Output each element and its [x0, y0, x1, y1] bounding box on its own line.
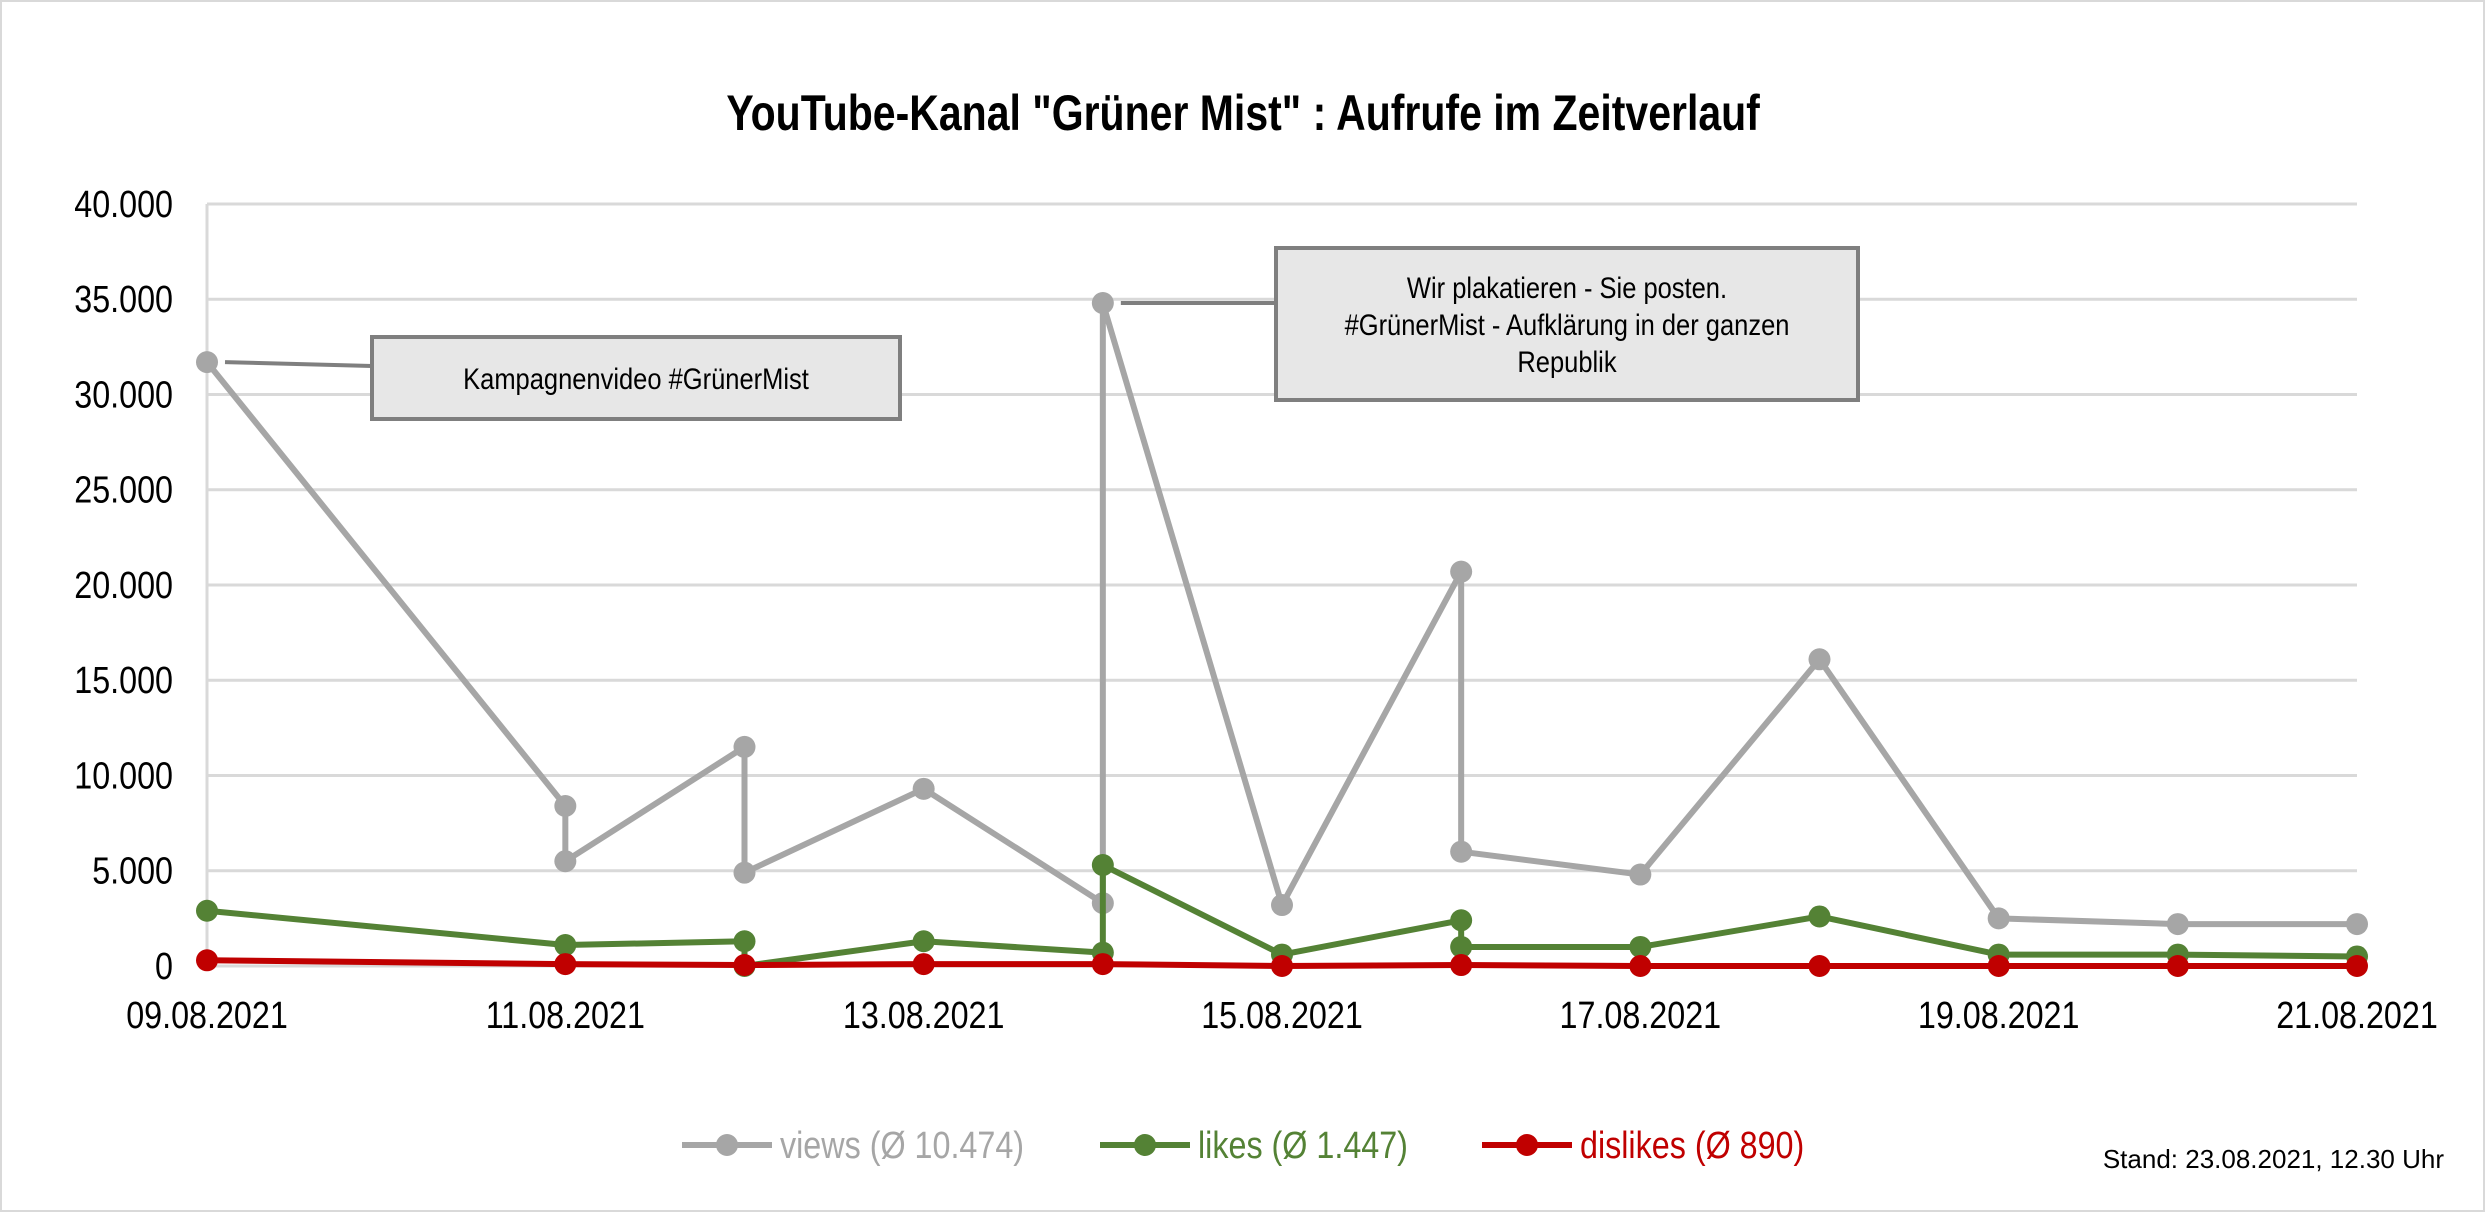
data-point — [733, 735, 756, 758]
callout-text: Wir plakatieren - Sie posten. — [1407, 271, 1727, 304]
y-tick-label: 20.000 — [74, 565, 173, 607]
y-tick-label: 15.000 — [74, 660, 173, 702]
legend-marker — [1134, 1134, 1156, 1156]
y-tick-label: 0 — [155, 946, 173, 988]
data-point — [1987, 955, 2010, 977]
y-tick-label: 5.000 — [92, 850, 173, 892]
series-2 — [196, 949, 2368, 977]
annotations: Kampagnenvideo #GrünerMist Wir plakatiere… — [224, 246, 1860, 421]
y-tick-label: 40.000 — [74, 184, 173, 226]
legend-label: likes (Ø 1.447) — [1198, 1125, 1408, 1167]
x-tick-label: 17.08.2021 — [1560, 995, 1722, 1037]
footnote-stand: Stand: 23.08.2021, 12.30 Uhr — [2103, 1144, 2444, 1174]
data-point — [2346, 955, 2368, 977]
y-tick-label: 35.000 — [74, 279, 173, 321]
series-layer — [196, 292, 2368, 977]
data-point — [196, 351, 218, 374]
callout-box — [1274, 246, 1860, 402]
data-point — [1450, 840, 1473, 863]
data-point — [2346, 913, 2368, 936]
legend-marker — [1516, 1134, 1538, 1156]
data-point — [554, 934, 577, 957]
data-point — [1091, 953, 1114, 976]
legend-item: views (Ø 10.474) — [682, 1125, 1024, 1167]
legend-item: likes (Ø 1.447) — [1100, 1125, 1408, 1167]
data-point — [1450, 909, 1473, 932]
data-point — [2166, 913, 2189, 936]
data-point — [1629, 955, 1652, 977]
data-point — [1629, 863, 1652, 886]
callout-text: Kampagnenvideo #GrünerMist — [463, 362, 809, 395]
y-tick-label: 30.000 — [74, 374, 173, 416]
y-axis-ticks: 0 5.000 10.000 15.000 20.000 25.000 30.000 35.0… — [74, 184, 173, 988]
data-point — [733, 861, 756, 884]
x-tick-label: 21.08.2021 — [2276, 995, 2438, 1037]
data-point — [554, 850, 577, 873]
x-tick-label: 09.08.2021 — [126, 995, 288, 1037]
data-point — [912, 777, 935, 800]
series-line — [206, 957, 2357, 969]
data-point — [1091, 854, 1114, 877]
data-point — [912, 930, 935, 953]
legend: views (Ø 10.474) likes (Ø 1.447) dislikes … — [682, 1125, 1804, 1167]
data-point — [1091, 292, 1114, 315]
data-point — [1629, 935, 1652, 958]
callout-text: #GrünerMist - Aufklärung in der ganzen — [1345, 308, 1790, 341]
annotation-callout: Kampagnenvideo #GrünerMist — [224, 335, 902, 421]
data-point — [554, 953, 577, 976]
data-point — [1450, 935, 1473, 958]
data-point — [554, 794, 577, 817]
y-tick-label: 25.000 — [74, 469, 173, 511]
x-tick-label: 11.08.2021 — [486, 995, 645, 1037]
data-point — [1271, 894, 1293, 917]
y-tick-label: 10.000 — [74, 755, 173, 797]
data-point — [196, 899, 218, 922]
data-point — [1808, 648, 1831, 671]
data-point — [1987, 907, 2010, 930]
annotation-callout: Wir plakatieren - Sie posten. #GrünerMist… — [1120, 246, 1860, 402]
x-tick-label: 19.08.2021 — [1918, 995, 2080, 1037]
callout-box — [370, 335, 902, 421]
legend-item: dislikes (Ø 890) — [1482, 1125, 1804, 1167]
x-tick-label: 13.08.2021 — [843, 995, 1005, 1037]
data-point — [1808, 955, 1831, 977]
chart-title: YouTube-Kanal "Grüner Mist" : Aufrufe im… — [726, 85, 1760, 141]
data-point — [912, 953, 935, 976]
legend-marker — [716, 1134, 738, 1156]
callout-leader — [224, 360, 373, 368]
series-0 — [196, 292, 2368, 936]
data-point — [2166, 955, 2189, 977]
legend-label: dislikes (Ø 890) — [1580, 1125, 1804, 1167]
data-point — [1271, 955, 1293, 977]
series-line — [204, 300, 2357, 928]
x-tick-label: 15.08.2021 — [1201, 995, 1363, 1037]
callout-text: Republik — [1517, 345, 1616, 378]
legend-label: views (Ø 10.474) — [780, 1125, 1024, 1167]
data-point — [733, 930, 756, 953]
data-point — [1450, 954, 1473, 977]
x-axis-ticks: 09.08.2021 11.08.2021 13.08.2021 15.08.2021… — [126, 995, 2438, 1037]
data-point — [1450, 560, 1473, 583]
data-point — [1808, 905, 1831, 928]
data-point — [733, 954, 756, 977]
data-point — [196, 949, 218, 972]
